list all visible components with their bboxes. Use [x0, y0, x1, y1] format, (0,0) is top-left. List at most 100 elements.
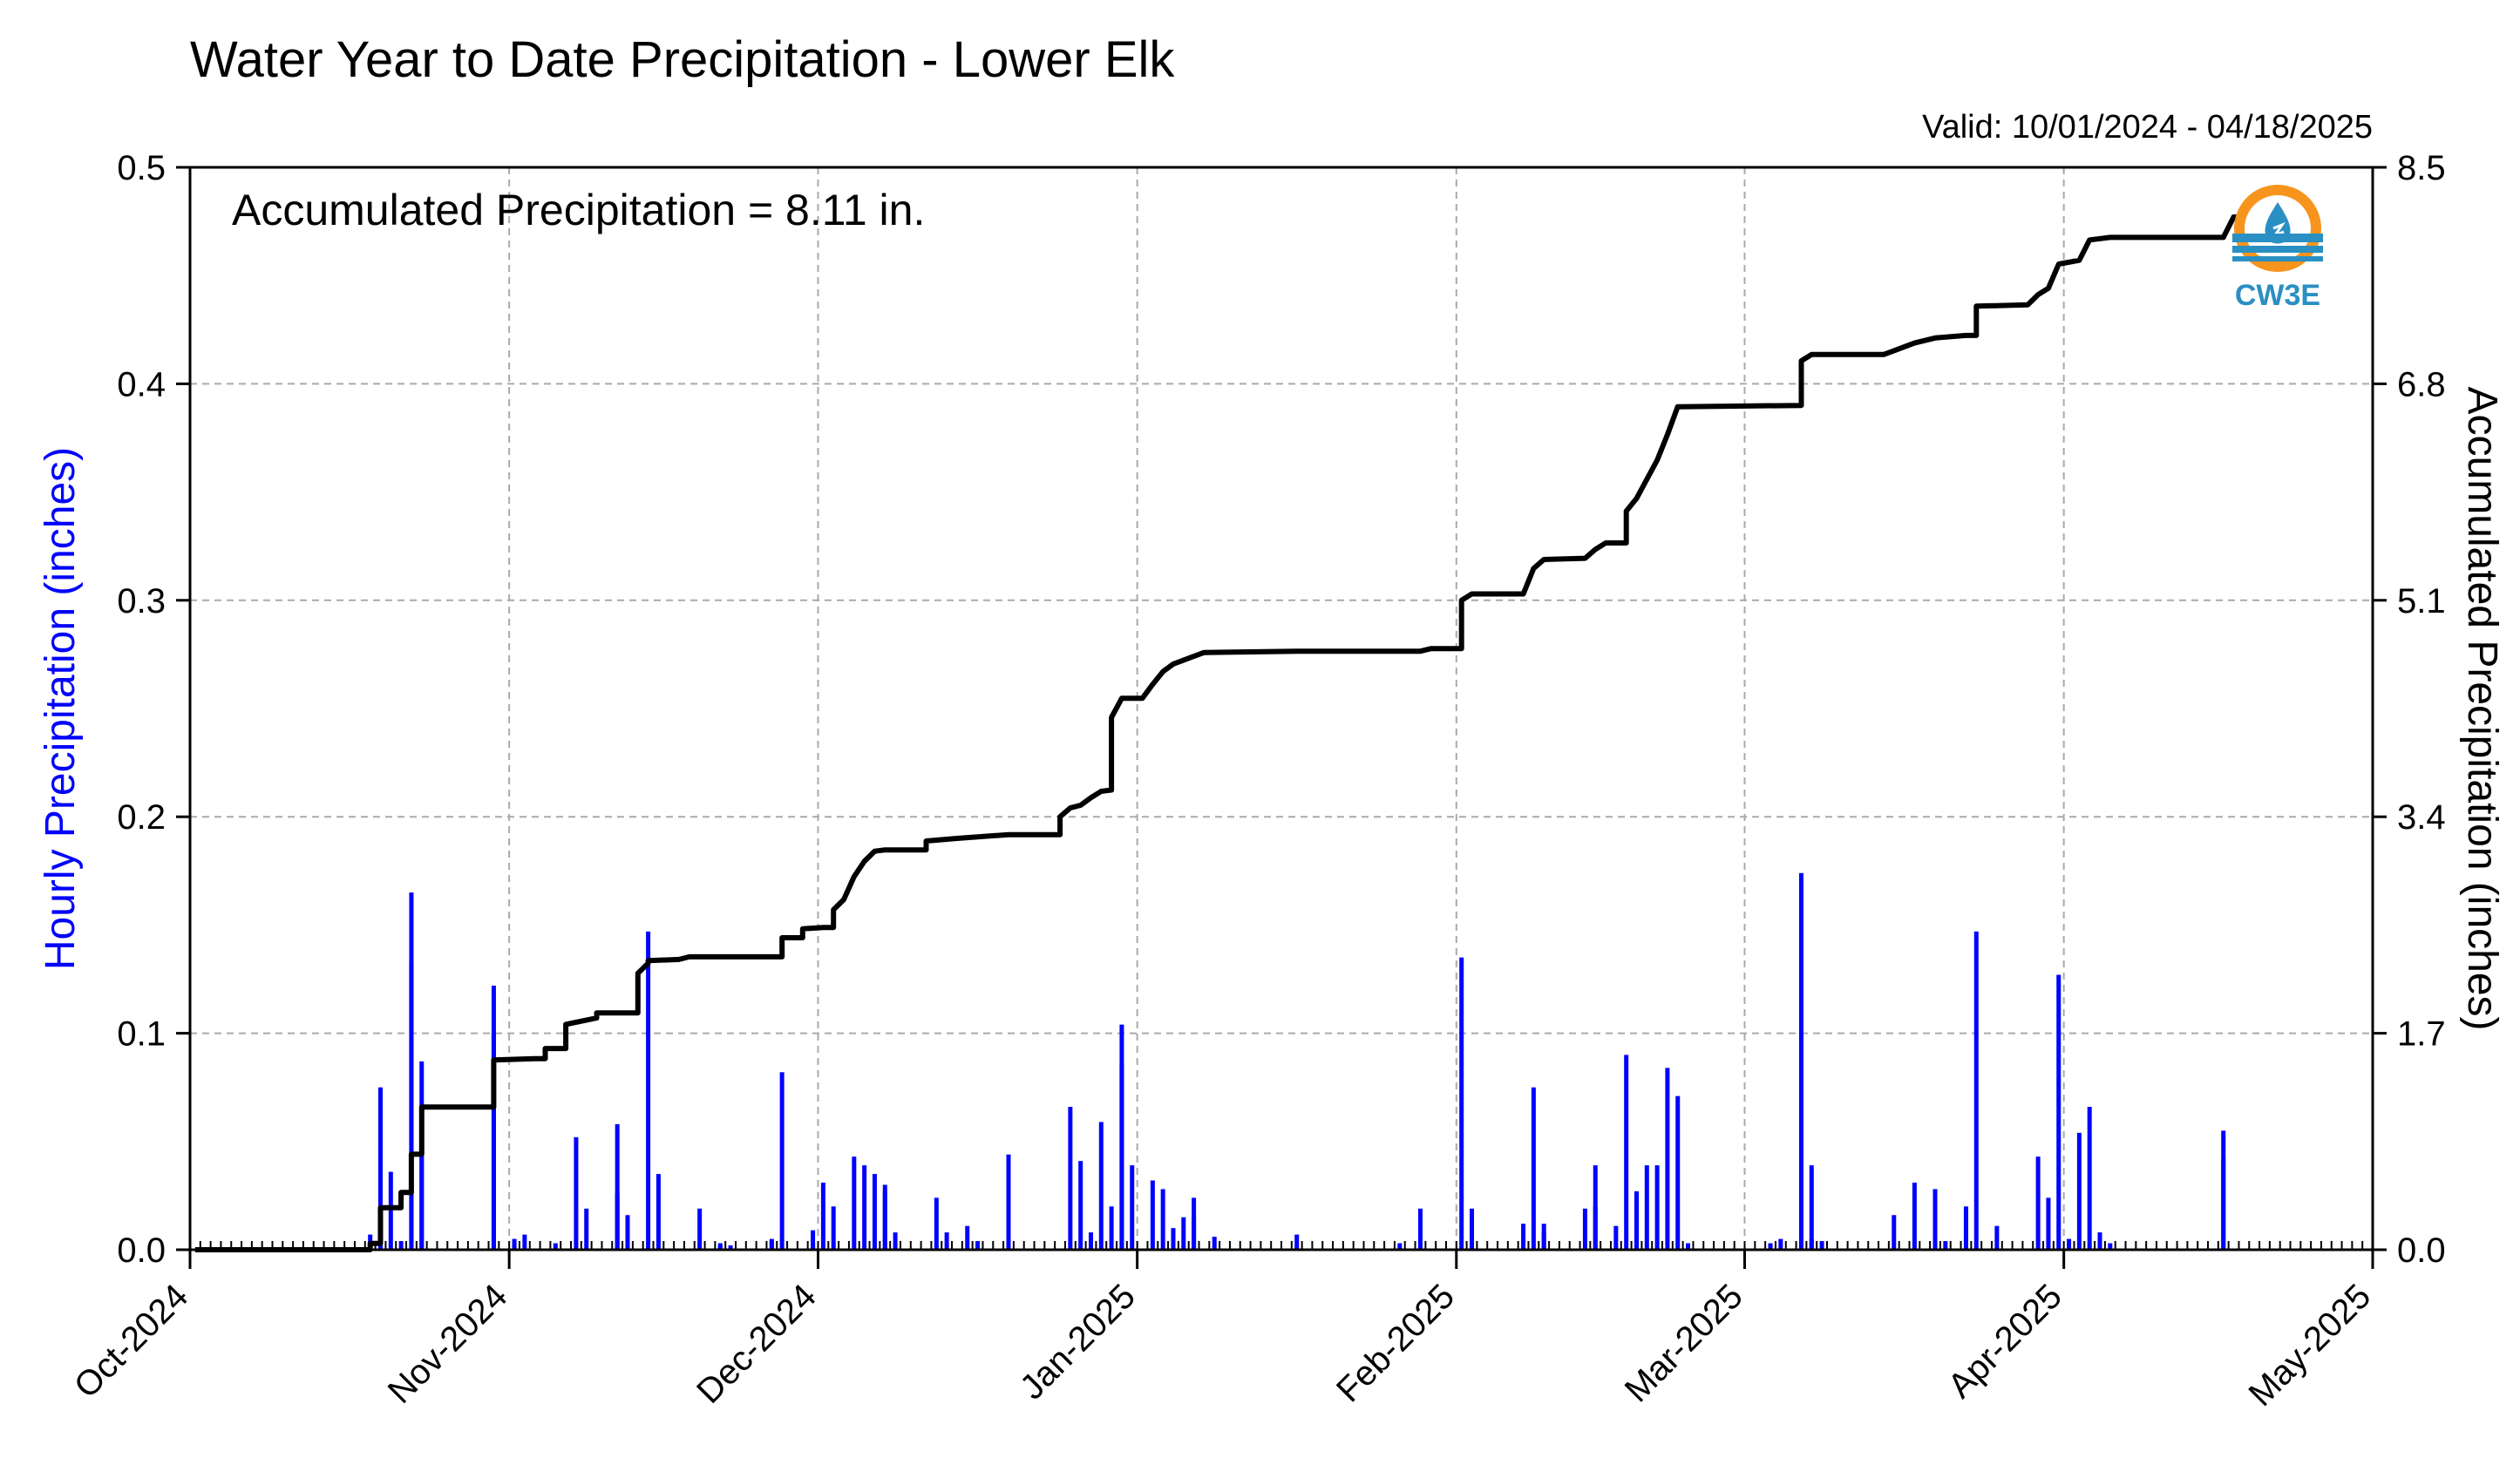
accumulated-line-group: [194, 214, 2245, 1252]
x-tick-label: Apr-2025: [1941, 1277, 2069, 1405]
logo-wave-icon: [2232, 234, 2323, 242]
hourly-bar: [872, 1174, 877, 1250]
hourly-bar: [862, 1165, 867, 1250]
hourly-bar: [852, 1156, 857, 1250]
hourly-bar: [1119, 1063, 1124, 1250]
hourly-bar: [1171, 1228, 1176, 1250]
hourly-bar: [1531, 1087, 1536, 1250]
left-tick-label: 0.0: [117, 1231, 166, 1270]
hourly-bars: [368, 872, 2226, 1250]
hourly-bar: [1809, 1165, 1814, 1250]
hourly-bar: [965, 1225, 970, 1250]
hourly-bar: [491, 1033, 496, 1250]
hourly-bar: [1892, 1215, 1897, 1250]
hourly-bar: [1397, 1243, 1403, 1250]
hourly-bar: [831, 1206, 836, 1250]
hourly-bar: [646, 931, 651, 1250]
hourly-bar: [398, 1241, 404, 1250]
hourly-bar: [1798, 872, 1803, 1250]
hourly-bar: [1686, 1243, 1691, 1250]
hourly-bar: [1160, 1189, 1165, 1250]
hourly-bar: [553, 1243, 558, 1250]
hourly-bar: [1932, 1189, 1938, 1250]
hourly-bar: [2108, 1243, 2113, 1250]
hourly-bar: [1994, 1225, 2000, 1250]
chart-title: Water Year to Date Precipitation - Lower…: [190, 31, 1175, 88]
hourly-bar: [1212, 1237, 1217, 1250]
hourly-bar: [1943, 1241, 1948, 1250]
hourly-bar: [2056, 974, 2062, 1250]
hourly-bar: [1778, 1238, 1783, 1250]
hourly-bar: [1582, 1208, 1587, 1250]
x-axis: Oct-2024 Nov-2024 Dec-2024 Jan-2025 Feb-2025…: [67, 1241, 2378, 1414]
hourly-bar: [820, 1182, 825, 1250]
hourly-bar: [1192, 1217, 1197, 1250]
right-axis-label: Accumulated Precipitation (inches): [2459, 386, 2505, 1030]
hourly-bar: [769, 1241, 774, 1250]
hourly-bar: [728, 1245, 733, 1250]
hourly-bar: [893, 1232, 898, 1250]
hourly-bar: [882, 1190, 887, 1250]
x-tick-label: Feb-2025: [1329, 1277, 1462, 1409]
x-tick-label: May-2025: [2241, 1277, 2378, 1414]
hourly-bar: [1521, 1224, 1526, 1250]
grid-lines: [190, 167, 2373, 1250]
cw3e-logo: CW3E: [2232, 185, 2323, 312]
hourly-bar: [1541, 1232, 1546, 1250]
hourly-bar: [2067, 1238, 2072, 1250]
hourly-bar: [1130, 1165, 1135, 1250]
x-tick-label: Jan-2025: [1013, 1277, 1143, 1407]
hourly-bar: [2097, 1232, 2102, 1250]
logo-drop-icon: [2265, 202, 2291, 244]
x-tick-label: Dec-2024: [689, 1277, 824, 1411]
logo-text: CW3E: [2235, 279, 2320, 312]
hourly-bar: [1150, 1180, 1155, 1250]
hourly-bar: [1006, 1154, 1011, 1250]
left-tick-label: 0.2: [117, 798, 166, 837]
hourly-bar: [1912, 1182, 1917, 1250]
left-tick-label: 0.5: [117, 149, 166, 187]
x-tick-label: Nov-2024: [381, 1277, 515, 1411]
hourly-bar: [2035, 1156, 2041, 1250]
hourly-bar: [1078, 1161, 1083, 1250]
x-tick-label: Mar-2025: [1618, 1277, 1750, 1409]
hourly-bar: [378, 1148, 384, 1250]
hourly-bar: [625, 1215, 630, 1250]
hourly-bar: [2087, 1107, 2092, 1250]
hourly-bar: [1654, 1165, 1660, 1250]
hourly-bar: [615, 1123, 620, 1250]
x-tick-label: Oct-2024: [67, 1277, 195, 1405]
plot-frame: [188, 166, 2374, 1251]
left-tick-label: 0.3: [117, 582, 166, 621]
right-y-axis: 0.0 1.7 3.4 5.1 6.8 8.5: [2373, 149, 2446, 1270]
left-tick-label: 0.1: [117, 1015, 166, 1054]
hourly-bar: [1973, 931, 1979, 1250]
hourly-bar: [615, 1193, 620, 1250]
hourly-bar: [388, 1171, 393, 1250]
hourly-bar: [975, 1241, 981, 1250]
valid-date-range: Valid: 10/01/2024 - 04/18/2025: [1922, 109, 2373, 146]
left-tick-label: 0.4: [117, 365, 166, 404]
hourly-bar: [1624, 1055, 1629, 1250]
accumulated-line: [194, 214, 2245, 1252]
hourly-bar: [1088, 1232, 1093, 1250]
hourly-bar: [779, 1072, 785, 1250]
hourly-bar: [697, 1208, 703, 1250]
hourly-bar: [811, 1230, 816, 1250]
hourly-bar: [512, 1243, 517, 1250]
hourly-bar: [574, 1136, 579, 1250]
hourly-bar: [1098, 1122, 1104, 1250]
hourly-bar: [1665, 1068, 1670, 1250]
hourly-bar: [1819, 1241, 1824, 1250]
hourly-bar: [1768, 1243, 1773, 1250]
hourly-bar: [522, 1234, 527, 1250]
hourly-bar: [1294, 1234, 1300, 1250]
hourly-bar: [1809, 1238, 1814, 1250]
hourly-bar: [1613, 1225, 1619, 1250]
hourly-bar: [1181, 1217, 1186, 1250]
hourly-bar: [1675, 1095, 1681, 1250]
hourly-bar: [1470, 1208, 1475, 1250]
hourly-bar: [2046, 1197, 2051, 1250]
hourly-bar: [2221, 1158, 2226, 1250]
